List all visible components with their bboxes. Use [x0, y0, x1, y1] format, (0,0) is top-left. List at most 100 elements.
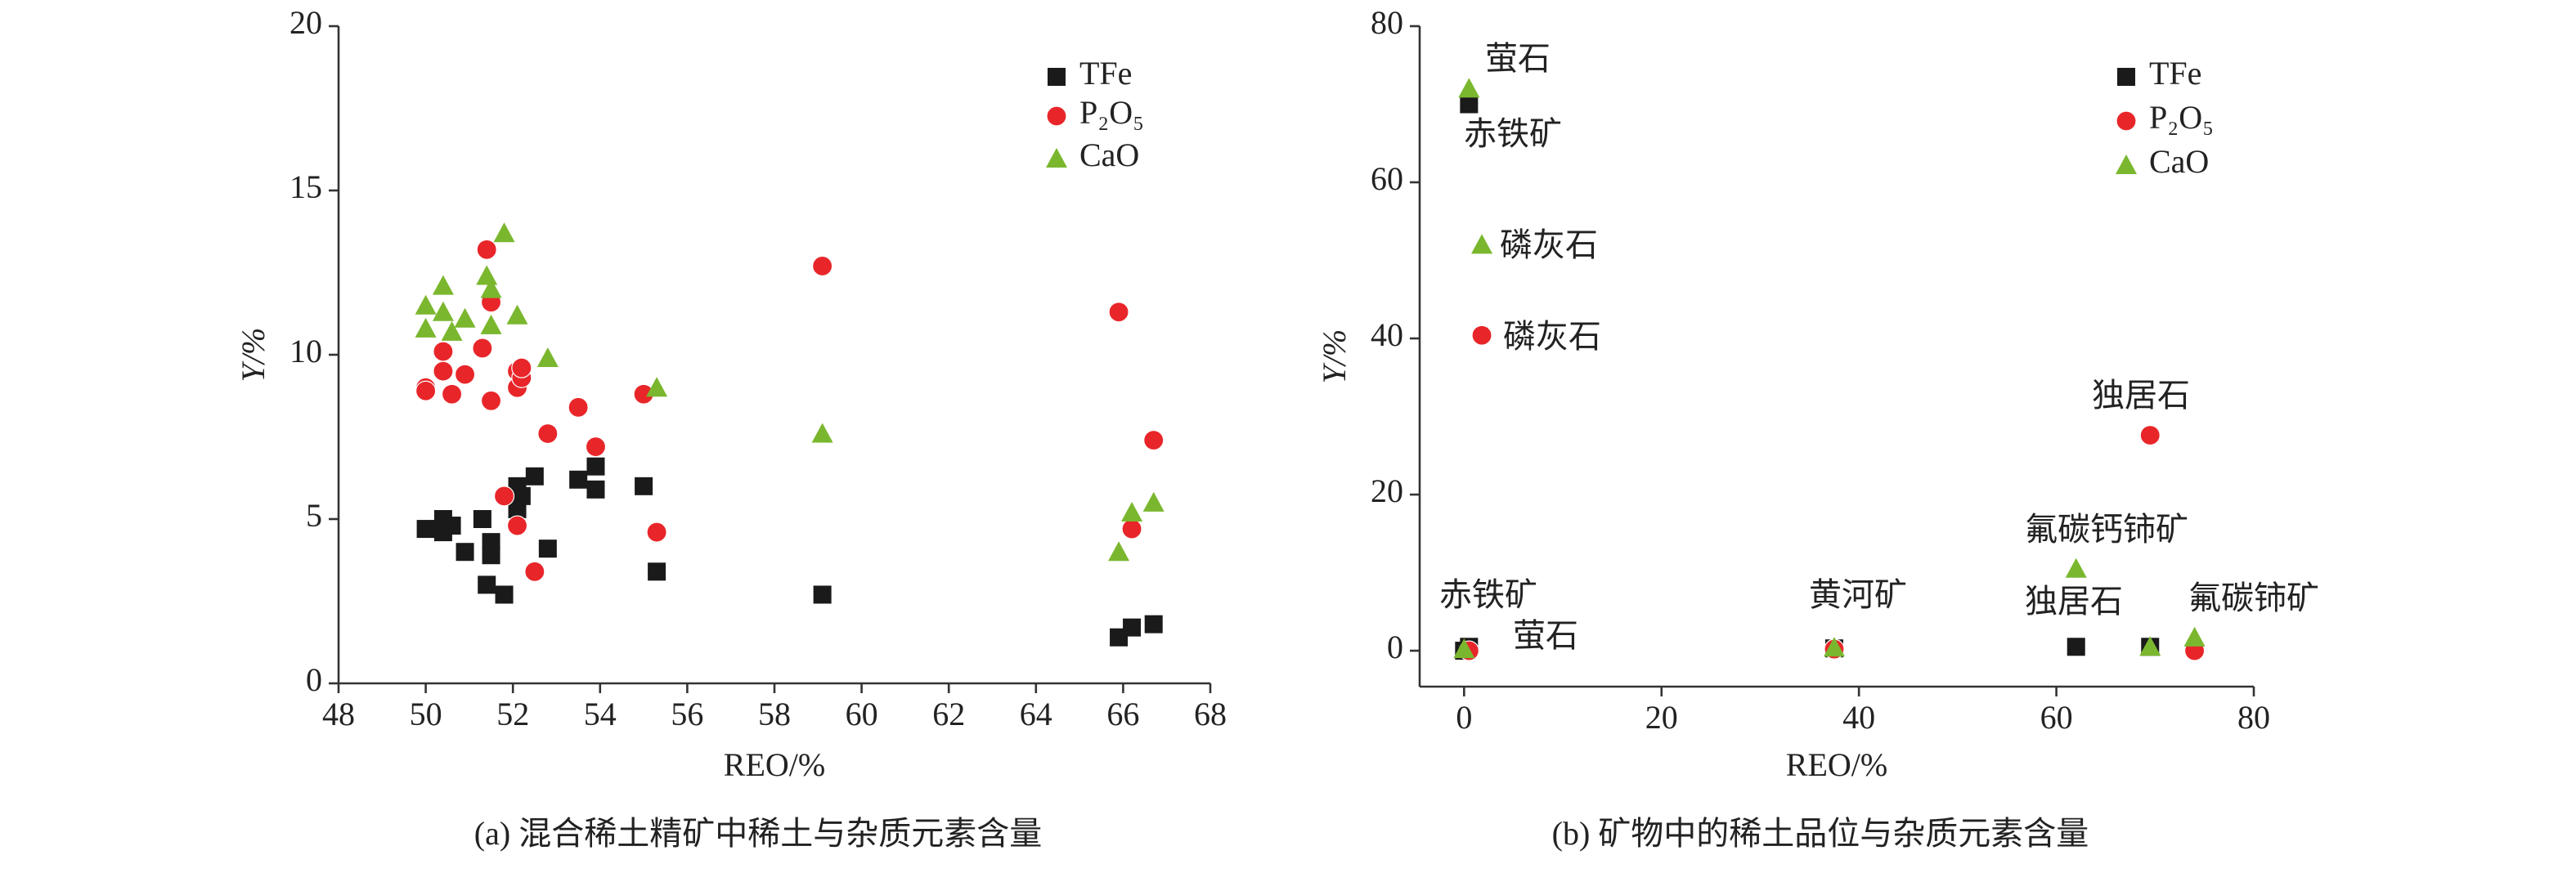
point — [1121, 518, 1142, 539]
point — [537, 423, 559, 445]
point — [1453, 638, 1475, 659]
point — [478, 575, 496, 594]
point — [433, 360, 454, 382]
point — [813, 585, 832, 604]
x-tick-label: 52 — [496, 696, 529, 732]
annotation: 磷灰石 — [1500, 226, 1598, 263]
x-tick-label: 50 — [410, 696, 442, 732]
x-tick-label: 66 — [1106, 696, 1139, 732]
point — [811, 423, 833, 443]
y-tick-label: 0 — [306, 661, 322, 698]
point — [646, 522, 667, 543]
point — [1142, 491, 1165, 512]
point — [1823, 637, 1845, 657]
point — [441, 320, 463, 341]
x-tick-label: 56 — [671, 696, 703, 732]
point — [635, 477, 653, 495]
point — [1460, 95, 1479, 114]
point — [1143, 429, 1165, 451]
point — [586, 457, 605, 476]
point — [415, 380, 437, 401]
point — [432, 275, 454, 295]
point — [482, 546, 500, 565]
point — [480, 390, 502, 411]
point — [1471, 234, 1493, 254]
legend-label: CaO — [2149, 143, 2209, 180]
point — [416, 520, 435, 539]
point — [433, 341, 454, 362]
legend-label: TFe — [1079, 55, 1132, 92]
y-tick-label: 20 — [1371, 472, 1403, 509]
legend-marker — [2116, 110, 2137, 132]
annotation: 萤石 — [1513, 617, 1578, 654]
legend-marker — [2116, 154, 2137, 174]
point — [2139, 636, 2161, 656]
point — [1458, 78, 1480, 98]
point — [646, 377, 668, 397]
legend-label: P₂O₅ — [1079, 94, 1144, 131]
point — [512, 486, 531, 505]
x-tick-label: 68 — [1194, 696, 1227, 732]
caption: (a) 混合稀土精矿中稀土与杂质元素含量 — [474, 815, 1042, 852]
x-tick-label: 62 — [932, 696, 965, 732]
point — [2183, 626, 2206, 647]
x-tick-label: 54 — [584, 696, 617, 732]
legend-label: CaO — [1079, 137, 1139, 173]
caption: (b) 矿物中的稀土品位与杂质元素含量 — [1552, 815, 2089, 852]
x-axis-label: REO/% — [1786, 746, 1887, 783]
x-tick-label: 48 — [322, 696, 355, 732]
y-tick-label: 0 — [1387, 629, 1403, 665]
y-tick-label: 20 — [289, 4, 322, 41]
point — [506, 515, 528, 536]
legend-label: TFe — [2149, 55, 2201, 92]
point — [1471, 325, 1492, 346]
legend-marker — [2117, 68, 2135, 86]
point — [495, 585, 514, 604]
annotation: 萤石 — [1485, 40, 1551, 77]
point — [476, 265, 498, 285]
point — [525, 467, 544, 486]
point — [1121, 501, 1143, 522]
point — [569, 470, 588, 489]
y-tick-label: 10 — [289, 333, 322, 369]
point — [472, 338, 493, 359]
point — [2139, 424, 2161, 446]
x-tick-label: 40 — [1842, 699, 1875, 736]
legend-label: P₂O₅ — [2149, 99, 2214, 136]
legend-marker — [1046, 148, 1067, 168]
point — [415, 317, 437, 338]
point — [454, 307, 476, 328]
point — [536, 347, 559, 368]
point — [441, 383, 463, 405]
point — [476, 239, 497, 260]
point — [568, 396, 589, 418]
x-axis-label: REO/% — [724, 746, 825, 783]
x-tick-label: 60 — [2040, 699, 2073, 736]
point — [585, 436, 607, 458]
legend-marker — [1046, 105, 1067, 127]
annotation: 氟碳铈矿 — [2188, 580, 2319, 616]
point — [432, 301, 454, 321]
x-tick-label: 80 — [2237, 699, 2270, 736]
annotation: 独居石 — [2092, 377, 2190, 414]
point — [415, 294, 437, 315]
y-axis-label: Y/% — [235, 328, 272, 383]
point — [456, 543, 474, 562]
point — [493, 222, 515, 243]
point — [442, 517, 461, 535]
point — [480, 278, 502, 298]
point — [473, 510, 491, 528]
x-tick-label: 58 — [758, 696, 791, 732]
point — [586, 480, 605, 499]
point — [1108, 541, 1130, 562]
point — [1108, 302, 1129, 323]
point — [524, 561, 545, 582]
point — [506, 304, 528, 325]
point — [2067, 638, 2085, 656]
annotation: 独居石 — [2025, 583, 2123, 620]
y-tick-label: 5 — [306, 497, 322, 534]
annotation: 磷灰石 — [1503, 318, 1601, 355]
point — [480, 314, 502, 334]
